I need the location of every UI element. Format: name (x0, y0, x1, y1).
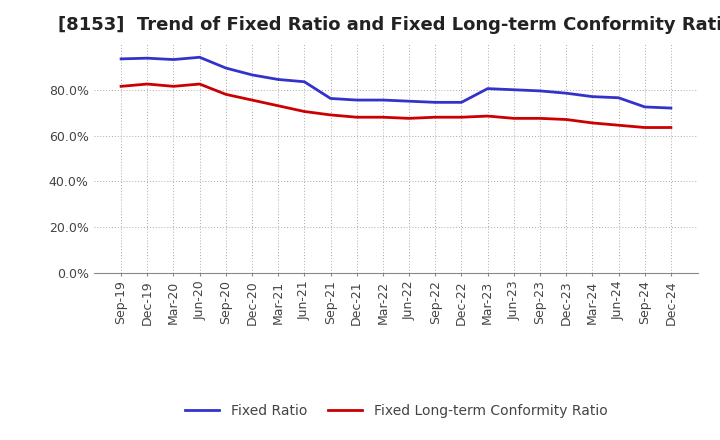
Fixed Ratio (169, 57, 178, 62)
Fixed Long-term Conformity Ratio (117, 84, 125, 89)
Fixed Long-term Conformity Ratio (405, 116, 413, 121)
Fixed Long-term Conformity Ratio (274, 103, 282, 108)
Fixed Long-term Conformity Ratio (222, 92, 230, 97)
Line: Fixed Ratio: Fixed Ratio (121, 57, 671, 108)
Line: Fixed Long-term Conformity Ratio: Fixed Long-term Conformity Ratio (121, 84, 671, 128)
Fixed Ratio (117, 56, 125, 62)
Fixed Ratio (248, 72, 256, 77)
Fixed Ratio (510, 87, 518, 92)
Fixed Ratio (274, 77, 282, 82)
Fixed Ratio (667, 106, 675, 111)
Fixed Long-term Conformity Ratio (195, 81, 204, 87)
Fixed Long-term Conformity Ratio (431, 114, 440, 120)
Fixed Long-term Conformity Ratio (667, 125, 675, 130)
Fixed Long-term Conformity Ratio (169, 84, 178, 89)
Fixed Ratio (457, 100, 466, 105)
Fixed Long-term Conformity Ratio (352, 114, 361, 120)
Fixed Ratio (222, 66, 230, 71)
Fixed Long-term Conformity Ratio (143, 81, 152, 87)
Fixed Long-term Conformity Ratio (326, 112, 335, 117)
Fixed Ratio (588, 94, 597, 99)
Fixed Long-term Conformity Ratio (588, 120, 597, 125)
Fixed Long-term Conformity Ratio (457, 114, 466, 120)
Legend: Fixed Ratio, Fixed Long-term Conformity Ratio: Fixed Ratio, Fixed Long-term Conformity … (179, 399, 613, 424)
Fixed Long-term Conformity Ratio (536, 116, 544, 121)
Fixed Ratio (352, 97, 361, 103)
Fixed Long-term Conformity Ratio (300, 109, 309, 114)
Fixed Ratio (143, 55, 152, 61)
Fixed Ratio (379, 97, 387, 103)
Fixed Ratio (195, 55, 204, 60)
Fixed Ratio (405, 99, 413, 104)
Fixed Ratio (431, 100, 440, 105)
Fixed Ratio (483, 86, 492, 91)
Fixed Long-term Conformity Ratio (510, 116, 518, 121)
Fixed Long-term Conformity Ratio (640, 125, 649, 130)
Fixed Long-term Conformity Ratio (248, 97, 256, 103)
Fixed Ratio (300, 79, 309, 84)
Fixed Ratio (640, 104, 649, 110)
Fixed Long-term Conformity Ratio (614, 123, 623, 128)
Fixed Ratio (536, 88, 544, 94)
Fixed Ratio (562, 91, 570, 96)
Fixed Ratio (326, 96, 335, 101)
Title: [8153]  Trend of Fixed Ratio and Fixed Long-term Conformity Ratio: [8153] Trend of Fixed Ratio and Fixed Lo… (58, 16, 720, 34)
Fixed Ratio (614, 95, 623, 100)
Fixed Long-term Conformity Ratio (483, 114, 492, 119)
Fixed Long-term Conformity Ratio (562, 117, 570, 122)
Fixed Long-term Conformity Ratio (379, 114, 387, 120)
